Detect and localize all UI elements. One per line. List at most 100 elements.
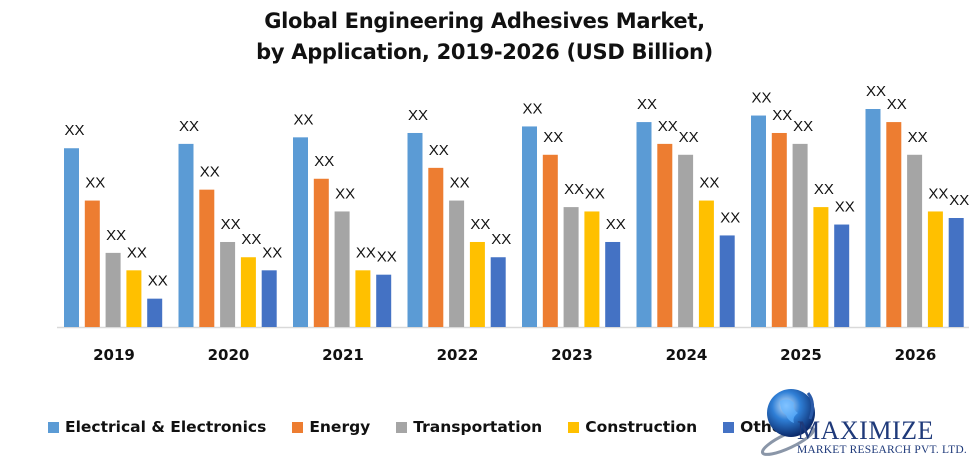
- legend-swatch: [723, 421, 735, 433]
- chart-title-line2: by Application, 2019-2026 (USD Billion): [256, 40, 713, 64]
- bar-energy-2020: [199, 189, 215, 327]
- bar-transportation-2025: [792, 143, 808, 327]
- data-label: XX: [429, 142, 449, 159]
- legend-label: Electrical & Electronics: [65, 418, 267, 436]
- data-label: XX: [585, 185, 605, 202]
- data-label: XX: [64, 122, 84, 139]
- data-label: XX: [179, 118, 199, 135]
- data-label: XX: [658, 118, 678, 135]
- bar-others-2019: [147, 298, 163, 327]
- data-label: XX: [814, 181, 834, 198]
- bar-electrical-electronics-2019: [64, 148, 79, 327]
- data-label: XX: [564, 181, 584, 198]
- bar-construction-2022: [469, 241, 485, 327]
- x-tick-label: 2026: [895, 346, 937, 364]
- bar-energy-2023: [542, 154, 558, 327]
- chart-legend: Electrical & Electronics Energy Transporta…: [48, 415, 825, 439]
- bar-others-2026: [948, 218, 964, 327]
- bar-construction-2025: [813, 207, 829, 327]
- bar-electrical-electronics-2024: [636, 122, 652, 327]
- bar-energy-2025: [771, 132, 787, 327]
- data-label: XX: [200, 164, 220, 181]
- bar-construction-2019: [126, 270, 142, 327]
- legend-item: Construction: [568, 418, 697, 436]
- bar-transportation-2021: [334, 211, 350, 327]
- chart-title: Global Engineering Adhesives Market, by …: [0, 6, 969, 68]
- legend-swatch: [396, 421, 408, 433]
- bar-transportation-2026: [907, 154, 923, 327]
- bar-construction-2020: [240, 257, 256, 327]
- bar-energy-2024: [657, 143, 673, 327]
- legend-swatch: [292, 421, 304, 433]
- data-label: XX: [928, 185, 948, 202]
- data-label: XX: [949, 192, 969, 209]
- data-label: XX: [241, 231, 261, 248]
- bar-energy-2021: [313, 178, 329, 327]
- data-label: XX: [720, 209, 740, 226]
- data-label: XX: [835, 199, 855, 216]
- data-label: XX: [221, 216, 241, 233]
- company-logo: [760, 389, 816, 456]
- bar-others-2021: [376, 274, 392, 327]
- data-label: XX: [908, 129, 928, 146]
- bar-energy-2022: [428, 167, 444, 327]
- data-label: XX: [377, 249, 397, 266]
- legend-item: Transportation: [396, 418, 542, 436]
- bar-electrical-electronics-2022: [407, 132, 423, 327]
- bar-transportation-2020: [220, 241, 236, 327]
- bar-energy-2026: [886, 122, 902, 327]
- data-label: XX: [356, 244, 376, 261]
- data-label: XX: [866, 83, 886, 100]
- x-tick-label: 2023: [551, 346, 593, 364]
- x-tick-label: 2022: [437, 346, 479, 364]
- data-label: XX: [887, 96, 907, 113]
- bar-others-2022: [490, 257, 506, 327]
- data-label: XX: [127, 244, 147, 261]
- bar-transportation-2019: [105, 252, 121, 327]
- bar-electrical-electronics-2021: [293, 137, 308, 327]
- data-label: XX: [293, 111, 313, 128]
- bar-others-2024: [719, 235, 735, 327]
- bar-transportation-2024: [678, 154, 694, 327]
- globe-icon: [760, 389, 816, 456]
- data-label: XX: [335, 185, 355, 202]
- data-label: XX: [543, 129, 563, 146]
- data-label: XX: [85, 175, 105, 192]
- data-label: XX: [262, 244, 282, 261]
- legend-label: Energy: [309, 418, 371, 436]
- bar-construction-2023: [584, 211, 600, 327]
- data-label: XX: [522, 100, 542, 117]
- bar-energy-2019: [84, 200, 100, 327]
- bar-others-2025: [834, 224, 850, 327]
- data-label: XX: [148, 273, 168, 290]
- data-label: XX: [470, 216, 490, 233]
- x-tick-label: 2025: [780, 346, 822, 364]
- data-label: XX: [679, 129, 699, 146]
- x-tick-label: 2021: [322, 346, 364, 364]
- bar-construction-2026: [927, 211, 943, 327]
- x-tick-label: 2020: [208, 346, 250, 364]
- bar-transportation-2023: [563, 207, 579, 327]
- legend-item: Electrical & Electronics: [48, 418, 266, 436]
- data-label: XX: [408, 107, 428, 124]
- legend-swatch: [48, 421, 59, 433]
- bar-transportation-2022: [449, 200, 465, 327]
- bar-construction-2024: [698, 200, 714, 327]
- logo-subtitle: MARKET RESEARCH PVT. LTD.: [797, 444, 967, 456]
- logo-name: MAXIMIZE: [797, 416, 934, 445]
- bar-electrical-electronics-2025: [751, 115, 766, 327]
- data-label: XX: [772, 107, 792, 124]
- legend-label: Transportation: [413, 418, 543, 436]
- bar-construction-2021: [355, 270, 371, 327]
- data-label: XX: [793, 118, 813, 135]
- bar-electrical-electronics-2026: [865, 109, 881, 327]
- data-label: XX: [606, 216, 626, 233]
- data-label: XX: [751, 90, 771, 107]
- legend-item: Energy: [292, 418, 370, 436]
- data-label: XX: [491, 231, 511, 248]
- chart-title-line1: Global Engineering Adhesives Market,: [264, 9, 705, 33]
- legend-swatch: [568, 421, 580, 433]
- bar-others-2020: [261, 270, 277, 327]
- data-label: XX: [106, 227, 126, 244]
